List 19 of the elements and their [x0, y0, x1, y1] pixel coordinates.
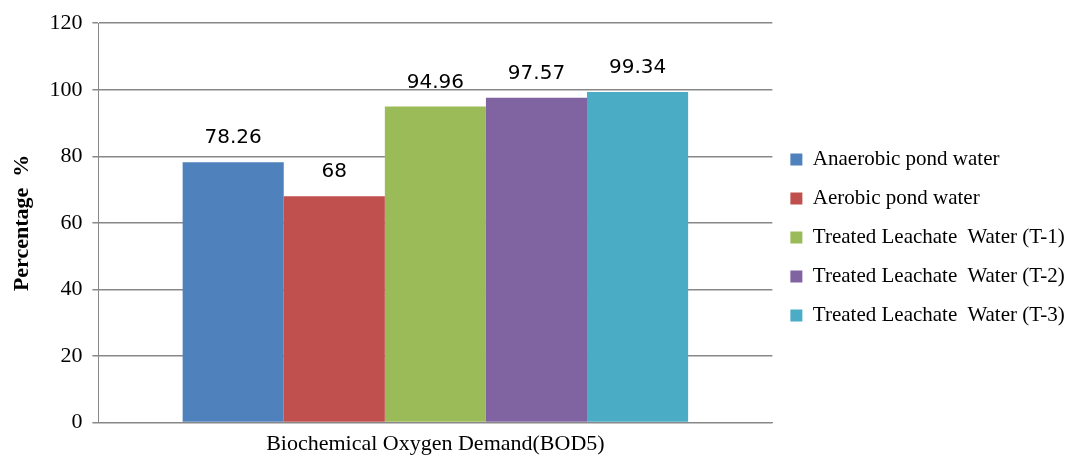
data-label: 99.34: [608, 54, 667, 79]
data-label: 78.26: [204, 124, 262, 149]
legend-label: Treated Leachate Water (T-3): [812, 302, 1065, 327]
legend-label: Anaerobic pond water: [812, 146, 1000, 171]
y-tick-label: 40: [60, 275, 83, 301]
legend-label: Treated Leachate Water (T-2): [812, 263, 1065, 288]
y-tick-label: 60: [60, 208, 83, 234]
y-tick-label: 20: [60, 341, 83, 367]
legend-label: Treated Leachate Water (T-1): [812, 224, 1065, 249]
data-label: 94.96: [406, 68, 465, 93]
x-tick-label: Biochemical Oxygen Demand(BOD5): [266, 429, 605, 455]
y-tick-label: 100: [49, 75, 83, 101]
y-tick-label: 0: [71, 408, 83, 434]
data-label: 68: [321, 158, 348, 183]
y-tick-label: 80: [60, 142, 83, 168]
data-label: 97.57: [507, 60, 566, 85]
legend-label: Aerobic pond water: [812, 185, 980, 210]
y-tick-label: 120: [49, 8, 83, 34]
y-axis-title: Percentage %: [7, 154, 33, 292]
